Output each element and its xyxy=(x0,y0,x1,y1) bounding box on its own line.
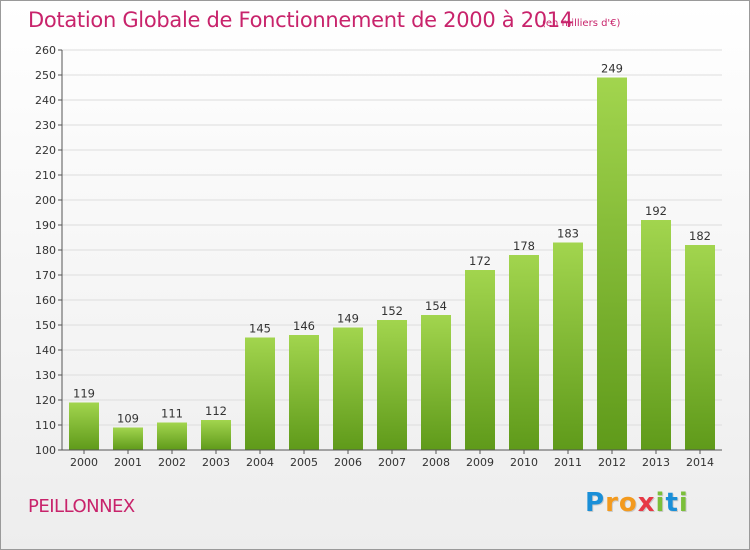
x-tick-label: 2006 xyxy=(334,456,362,469)
bar-value-label: 178 xyxy=(513,239,535,253)
x-tick-label: 2009 xyxy=(466,456,494,469)
bar-2006 xyxy=(333,327,363,450)
bar-value-label: 119 xyxy=(73,387,95,401)
bar-2008 xyxy=(421,315,451,450)
bar-2002 xyxy=(157,422,187,450)
y-tick-label: 170 xyxy=(35,269,56,282)
x-tick-label: 2012 xyxy=(598,456,626,469)
x-tick-label: 2007 xyxy=(378,456,406,469)
bar-value-label: 152 xyxy=(381,304,403,318)
x-tick-label: 2000 xyxy=(70,456,98,469)
logo-letter: P xyxy=(585,488,606,518)
bar-2001 xyxy=(113,427,143,450)
bar-2010 xyxy=(509,255,539,450)
logo-letter: i xyxy=(655,488,666,518)
bar-2003 xyxy=(201,420,231,450)
bar-2009 xyxy=(465,270,495,450)
x-tick-label: 2008 xyxy=(422,456,450,469)
bar-2005 xyxy=(289,335,319,450)
x-tick-label: 2004 xyxy=(246,456,274,469)
x-tick-label: 2003 xyxy=(202,456,230,469)
bar-value-label: 112 xyxy=(205,404,227,418)
bar-value-label: 249 xyxy=(601,62,623,76)
bar-2011 xyxy=(553,242,583,450)
bar-2012 xyxy=(597,77,627,450)
logo-letter: i xyxy=(678,488,689,518)
bar-2014 xyxy=(685,245,715,450)
bar-2004 xyxy=(245,337,275,450)
y-tick-label: 260 xyxy=(35,44,56,57)
x-tick-label: 2011 xyxy=(554,456,582,469)
y-tick-label: 130 xyxy=(35,369,56,382)
chart-unit-label: (en milliers d'€) xyxy=(542,18,621,29)
bar-value-label: 146 xyxy=(293,319,315,333)
bar-value-label: 192 xyxy=(645,204,667,218)
y-tick-label: 240 xyxy=(35,94,56,107)
y-tick-label: 180 xyxy=(35,244,56,257)
y-tick-label: 210 xyxy=(35,169,56,182)
y-tick-label: 150 xyxy=(35,319,56,332)
bar-value-label: 182 xyxy=(689,229,711,243)
y-tick-label: 110 xyxy=(35,419,56,432)
x-tick-label: 2013 xyxy=(642,456,670,469)
x-tick-label: 2010 xyxy=(510,456,538,469)
logo-letter: t xyxy=(665,488,679,518)
bar-value-label: 145 xyxy=(249,322,271,336)
bar-value-label: 183 xyxy=(557,227,579,241)
y-tick-label: 120 xyxy=(35,394,56,407)
y-tick-label: 200 xyxy=(35,194,56,207)
x-tick-label: 2002 xyxy=(158,456,186,469)
commune-name: PEILLONNEX xyxy=(28,496,135,517)
y-tick-label: 250 xyxy=(35,69,56,82)
chart-title: Dotation Globale de Fonctionnement de 20… xyxy=(28,8,573,32)
y-tick-label: 190 xyxy=(35,219,56,232)
x-tick-label: 2001 xyxy=(114,456,142,469)
logo-letter: x xyxy=(637,488,656,518)
bar-value-label: 154 xyxy=(425,299,447,313)
bar-value-label: 172 xyxy=(469,254,491,268)
y-tick-label: 230 xyxy=(35,119,56,132)
bar-value-label: 111 xyxy=(161,407,183,421)
bar-2000 xyxy=(69,402,99,450)
logo-letter: r xyxy=(605,488,619,518)
x-tick-label: 2005 xyxy=(290,456,318,469)
bar-2013 xyxy=(641,220,671,450)
y-tick-label: 100 xyxy=(35,444,56,457)
y-tick-label: 140 xyxy=(35,344,56,357)
bar-2007 xyxy=(377,320,407,450)
bar-value-label: 109 xyxy=(117,412,139,426)
x-tick-label: 2014 xyxy=(686,456,714,469)
logo-letter: o xyxy=(618,488,638,518)
y-tick-label: 220 xyxy=(35,144,56,157)
bar-value-label: 149 xyxy=(337,312,359,326)
y-tick-label: 160 xyxy=(35,294,56,307)
